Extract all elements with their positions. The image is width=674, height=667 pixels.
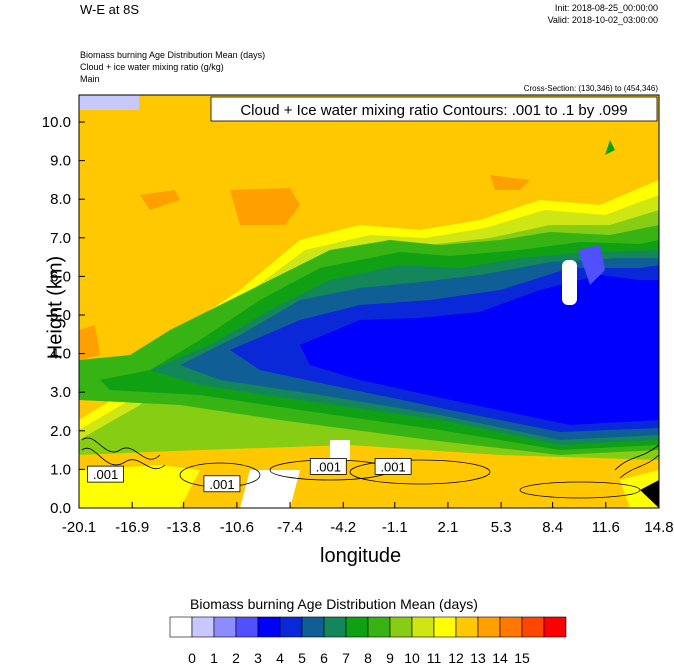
colorbar-level-label: 4 — [276, 650, 284, 666]
contour-value-label: .001 — [380, 459, 405, 474]
y-tick-label: 6.0 — [50, 268, 71, 285]
colorbar-swatch — [213, 616, 237, 638]
colorbar-level-label: 7 — [342, 650, 350, 666]
colorbar-swatch — [389, 616, 413, 638]
init-time: Init: 2018-08-25_00:00:00 — [554, 3, 658, 13]
y-tick-label: 10.0 — [42, 114, 71, 131]
y-tick-label: 0.0 — [50, 500, 71, 517]
x-tick-label: 11.6 — [592, 519, 620, 536]
colorbar-title: Biomass burning Age Distribution Mean (d… — [190, 596, 478, 612]
x-tick-label: 8.4 — [542, 519, 563, 536]
y-tick-label: 2.0 — [50, 423, 71, 440]
colorbar-swatch — [433, 616, 457, 638]
colorbar-level-label: 2 — [232, 650, 240, 666]
colorbar-swatch — [499, 616, 523, 638]
x-tick-label: -10.6 — [220, 519, 254, 536]
colorbar-level-label: 0 — [188, 650, 196, 666]
colorbar — [169, 616, 567, 638]
contour-value-box — [374, 458, 412, 475]
plot-frame — [78, 94, 660, 509]
contour-value-box — [87, 465, 124, 483]
colorbar-level-label: 5 — [298, 650, 306, 666]
cross-section-label: Cross-Section: (130,346) to (454,346) — [523, 84, 658, 93]
colorbar-level-label: 10 — [404, 650, 420, 666]
colorbar-level-label: 3 — [254, 650, 262, 666]
colorbar-level-label: 13 — [470, 650, 486, 666]
colorbar-swatch — [455, 616, 479, 638]
colorbar-level-label: 9 — [386, 650, 394, 666]
contour-legend-box — [210, 96, 658, 122]
colorbar-level-label: 14 — [492, 650, 508, 666]
filled-field — [79, 95, 659, 508]
colorbar-swatch — [301, 616, 325, 638]
colorbar-swatch — [543, 616, 567, 638]
y-tick-label: 1.0 — [50, 461, 71, 478]
field-description-2: Cloud + ice water mixing ratio (g/kg) — [80, 62, 224, 72]
colorbar-swatch — [257, 616, 281, 638]
contour-value-label: .001 — [316, 459, 341, 474]
contour-value-label: .001 — [209, 477, 234, 492]
x-tick-label: 5.3 — [491, 519, 512, 536]
colorbar-swatch — [191, 616, 215, 638]
colorbar-swatch — [521, 616, 545, 638]
x-tick-label: -1.1 — [382, 519, 408, 536]
colorbar-level-label: 12 — [448, 650, 464, 666]
colorbar-swatch — [367, 616, 391, 638]
colorbar-swatch — [345, 616, 369, 638]
colorbar-swatch — [169, 616, 193, 638]
x-tick-label: -16.9 — [115, 519, 149, 536]
x-tick-label: -20.1 — [62, 519, 96, 536]
plot-title: W-E at 8S — [80, 2, 140, 17]
x-tick-label: -4.2 — [330, 519, 356, 536]
y-tick-label: 4.0 — [50, 346, 71, 363]
contour-legend-label: Cloud + Ice water mixing ratio Contours:… — [240, 102, 627, 119]
x-tick-label: 14.8 — [644, 519, 673, 536]
valid-time: Valid: 2018-10-02_03:00:00 — [547, 15, 658, 25]
colorbar-level-label: 15 — [514, 650, 530, 666]
y-tick-label: 7.0 — [50, 230, 71, 247]
colorbar-swatch — [411, 616, 435, 638]
contour-lines — [81, 437, 660, 499]
x-axis-label: longitude — [320, 545, 402, 567]
field-description-3: Main — [80, 74, 100, 84]
contour-value-label: .001 — [93, 467, 118, 482]
colorbar-swatch — [477, 616, 501, 638]
colorbar-swatch — [279, 616, 303, 638]
colorbar-level-label: 1 — [210, 650, 218, 666]
contour-value-box — [309, 458, 347, 475]
colorbar-swatch — [323, 616, 347, 638]
x-tick-label: 2.1 — [438, 519, 459, 536]
y-axis-label: Height (km) — [44, 255, 67, 360]
colorbar-level-label: 6 — [320, 650, 328, 666]
x-tick-label: -7.4 — [277, 519, 303, 536]
x-tick-label: -13.8 — [167, 519, 201, 536]
y-tick-label: 9.0 — [50, 153, 71, 170]
y-tick-label: 3.0 — [50, 384, 71, 401]
contour-value-box — [203, 475, 241, 493]
y-tick-label: 5.0 — [50, 307, 71, 324]
field-description-1: Biomass burning Age Distribution Mean (d… — [80, 50, 266, 60]
y-tick-label: 8.0 — [50, 191, 71, 208]
colorbar-swatch — [235, 616, 259, 638]
colorbar-level-label: 11 — [426, 650, 442, 666]
colorbar-level-label: 8 — [364, 650, 372, 666]
